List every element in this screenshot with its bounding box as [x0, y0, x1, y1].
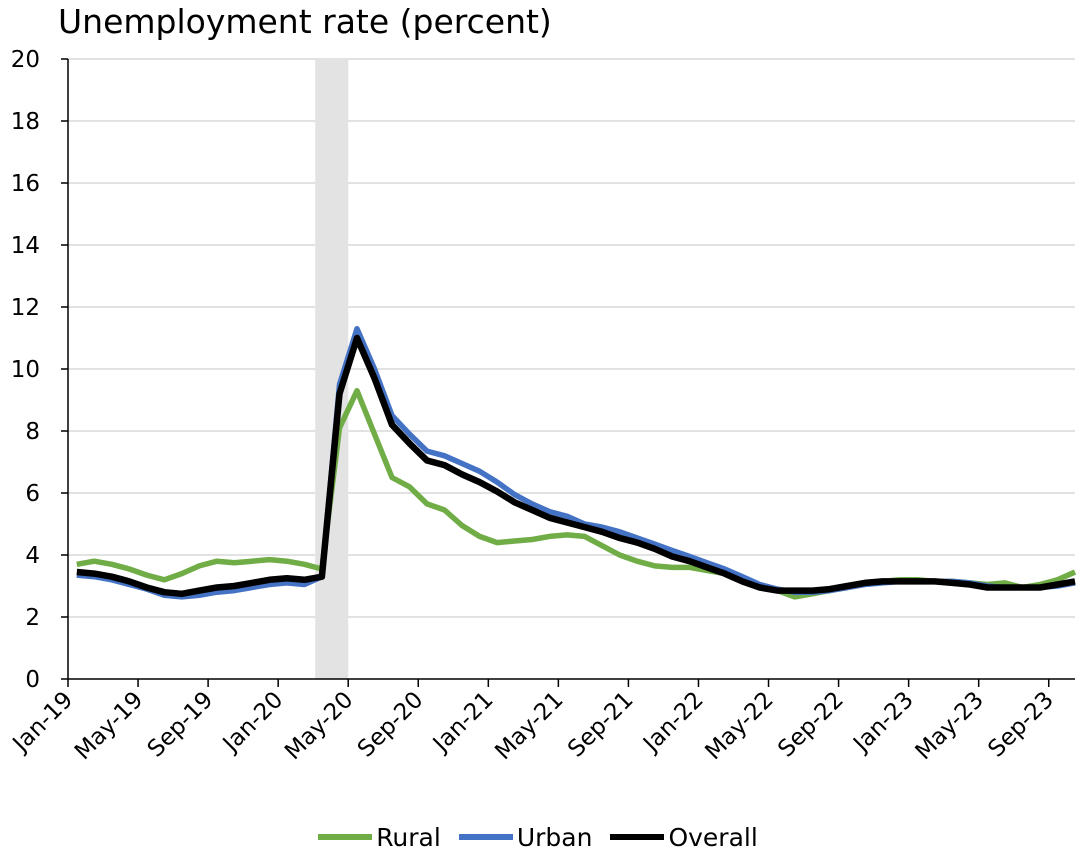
y-tick-label: 16: [11, 171, 40, 197]
x-tick-label: Jan-21: [427, 687, 498, 758]
y-tick-label: 4: [25, 543, 40, 569]
legend-label: Urban: [516, 822, 593, 852]
legend-item-urban: Urban: [458, 822, 593, 852]
legend-label: Rural: [376, 822, 441, 852]
y-tick-label: 2: [25, 605, 40, 631]
x-tick-label: May-22: [700, 687, 778, 765]
legend-item-overall: Overall: [610, 822, 758, 852]
x-tick-label: Jan-19: [7, 687, 78, 758]
x-tick-label: Sep-21: [563, 687, 639, 763]
x-tick-label: May-21: [490, 687, 568, 765]
y-tick-label: 0: [25, 667, 40, 693]
x-tick-label: May-23: [911, 687, 989, 765]
x-tick-label: Jan-22: [637, 687, 708, 758]
y-tick-label: 18: [11, 109, 40, 135]
legend-item-rural: Rural: [318, 823, 441, 852]
y-tick-label: 6: [25, 481, 40, 507]
series-lines: [76, 325, 1076, 600]
legend: Rural Urban Overall: [0, 820, 1076, 854]
x-tick-label: Sep-23: [983, 687, 1059, 763]
y-tick-label: 20: [11, 47, 40, 73]
gridlines: [68, 58, 1075, 618]
x-tick-label: May-20: [280, 687, 358, 765]
y-tick-label: 8: [25, 419, 40, 445]
series-line-rural: [76, 387, 1076, 600]
legend-swatch: [318, 834, 373, 840]
y-tick-label: 14: [11, 233, 40, 259]
x-tick-label: Sep-20: [353, 687, 429, 763]
legend-label: Overall: [668, 822, 758, 852]
series-line-overall: [76, 334, 1076, 598]
legend-swatch: [610, 834, 665, 840]
x-tick-label: Sep-19: [143, 687, 219, 763]
y-tick-label: 12: [11, 295, 40, 321]
chart-title: Unemployment rate (percent): [58, 2, 552, 41]
x-tick-label: Sep-22: [773, 687, 849, 763]
y-tick-label: 10: [11, 357, 40, 383]
legend-swatch: [458, 834, 513, 840]
axes: [61, 58, 1075, 687]
x-tick-label: Jan-23: [847, 687, 918, 758]
x-tick-label: Jan-20: [217, 687, 288, 758]
x-tick-label: May-19: [70, 687, 148, 765]
